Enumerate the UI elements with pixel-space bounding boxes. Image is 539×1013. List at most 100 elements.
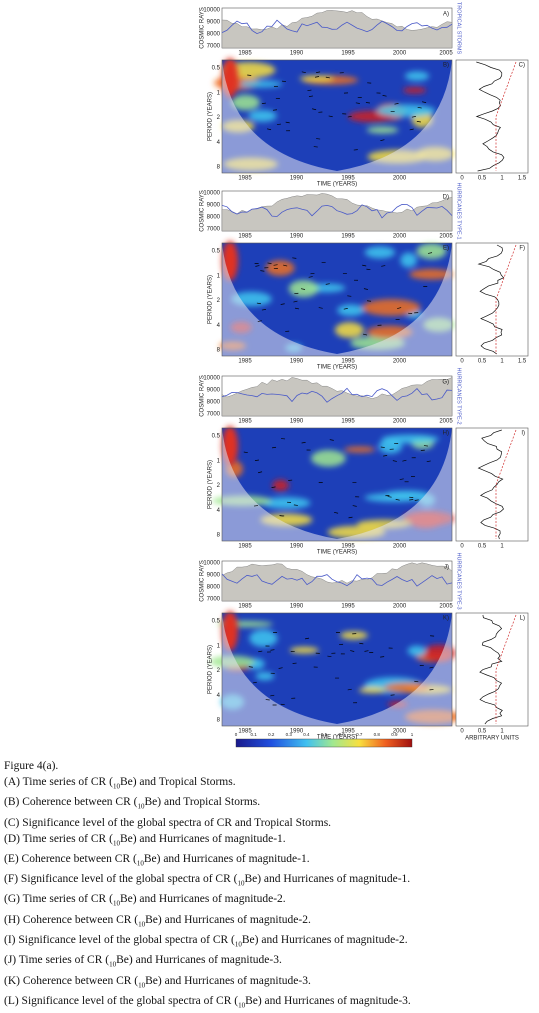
panel-label: D)	[443, 195, 449, 201]
x-tick-label: 2000	[393, 234, 407, 240]
coherence-blob	[379, 439, 403, 454]
caption-text: 10	[138, 981, 145, 989]
coherence-blob	[290, 647, 319, 654]
coherence-blob	[367, 127, 399, 134]
y-tick-label: 9000	[207, 573, 221, 579]
caption-text: Be) and Hurricanes of magnitude-3.	[116, 954, 282, 966]
panel-label: F)	[519, 246, 525, 252]
x-tick-label: 1985	[238, 359, 252, 365]
y-tick-label: 9000	[207, 203, 221, 209]
caption-line: (C) Significance level of the global spe…	[4, 815, 411, 831]
caption-line: (F) Significance level of the global spe…	[4, 871, 411, 891]
caption-line: (L) Significance level of the global spe…	[4, 993, 411, 1013]
caption-text: 10	[113, 900, 120, 908]
x-tick-label: 0	[460, 359, 464, 365]
y-tick-label: 8000	[207, 32, 221, 38]
x-tick-label: 2000	[393, 544, 407, 550]
caption-text: Be) and Hurricanes of magnitude-1.	[244, 873, 410, 885]
x-tick-label: 0	[460, 729, 464, 735]
y-tick-label: 8000	[207, 400, 221, 406]
caption-text: 10	[137, 859, 144, 867]
x-tick-label: 0.5	[478, 729, 487, 735]
caption-line: (I) Significance level of the global spe…	[4, 932, 411, 952]
colorbar-tick-label: 0.6	[338, 732, 345, 737]
caption-line: (G) Time series of CR (10Be) and Hurrica…	[4, 891, 411, 911]
caption-text: Be) and Hurricanes of magnitude-1.	[120, 833, 286, 845]
y-axis-label: COSMIC RAYS	[200, 7, 206, 49]
x-axis-label: TIME (YEARS)	[317, 182, 357, 188]
x-tick-label: 0.5	[478, 544, 487, 550]
caption-text: (F) Significance level of the global spe…	[4, 873, 237, 885]
caption-line: (K) Coherence between CR (10Be) and Hurr…	[4, 973, 411, 993]
y-tick-label: 9000	[207, 20, 221, 26]
y-tick-label: 0.5	[212, 66, 221, 72]
right-label: HURRICANES TYPE-1	[456, 182, 462, 239]
y-tick-label: 1	[217, 90, 221, 96]
y-tick-label: 4	[217, 693, 221, 699]
caption-line: (H) Coherence between CR (10Be) and Hurr…	[4, 912, 411, 932]
y-tick-label: 2	[217, 668, 221, 674]
panel-label: E)	[443, 246, 449, 252]
caption-text: Be) and Tropical Storms.	[120, 776, 236, 788]
caption: Figure 4(a). (A) Time series of CR (10Be…	[4, 758, 411, 1013]
caption-text: Be) and Hurricanes of magnitude-2.	[242, 934, 408, 946]
coherence-map	[210, 611, 461, 726]
colorbar-tick-label: 1	[411, 732, 414, 737]
y-axis-label: COSMIC RAYS	[200, 190, 206, 232]
x-tick-label: 1990	[290, 419, 304, 425]
coherence-blob	[417, 243, 447, 259]
caption-text: Be) and Tropical Storms.	[144, 796, 260, 808]
coherence-blob	[365, 246, 395, 258]
colorbar-tick-label: 0.7	[356, 732, 363, 737]
phase-arrow	[367, 301, 371, 302]
coherence-blob	[262, 497, 310, 509]
coherence-blob	[408, 646, 427, 656]
caption-text: (H) Coherence between CR (	[4, 914, 138, 926]
caption-text: (B) Coherence between CR (	[4, 796, 137, 808]
x-tick-label: 2000	[393, 419, 407, 425]
panel-label: J)	[444, 565, 449, 571]
coherence-blob	[272, 480, 289, 492]
spectrum-frame	[456, 613, 528, 726]
y-tick-label: 7000	[207, 412, 221, 418]
coherence-blob	[300, 76, 334, 82]
coherence-map	[219, 241, 454, 356]
caption-line: (J) Time series of CR (10Be) and Hurrica…	[4, 952, 411, 972]
panel-label: H)	[443, 431, 449, 437]
y-tick-label: 0.5	[212, 619, 221, 625]
panel-label: B)	[443, 63, 449, 69]
spectrum-frame	[456, 60, 528, 173]
x-tick-label: 2005	[439, 234, 453, 240]
y-tick-label: 4	[217, 140, 221, 146]
x-tick-label: 0.5	[478, 359, 487, 365]
colorbar-tick-label: 0.1	[250, 732, 257, 737]
right-label: HURRICANES TYPE-2	[456, 367, 462, 424]
y-tick-label: 8	[217, 533, 221, 539]
coherence-blob	[337, 304, 364, 316]
x-tick-label: 1985	[238, 544, 252, 550]
y-axis-label: PERIOD (YEARS)	[208, 275, 214, 324]
x-tick-label: 1	[500, 544, 504, 550]
y-axis-label: PERIOD (YEARS)	[208, 92, 214, 141]
caption-text: (K) Coherence between CR (	[4, 975, 138, 987]
caption-text: (E) Coherence between CR (	[4, 853, 137, 865]
x-tick-label: 1.5	[518, 359, 527, 365]
right-label: HURRICANES TYPE-3	[456, 552, 462, 609]
x-tick-label: 1985	[238, 234, 252, 240]
coherence-blob	[400, 253, 417, 268]
x-axis-label: TIME (YEARS)	[317, 550, 357, 556]
y-tick-label: 10000	[203, 191, 220, 197]
coherence-blob	[405, 71, 429, 81]
coherence-blob	[266, 260, 295, 276]
panel-label: K)	[443, 616, 449, 622]
x-axis-label: TIME (YEARS)	[317, 365, 357, 371]
y-axis-label: PERIOD (YEARS)	[208, 460, 214, 509]
x-tick-label: 1995	[341, 419, 355, 425]
y-tick-label: 2	[217, 298, 221, 304]
x-tick-label: 2000	[393, 359, 407, 365]
y-tick-label: 4	[217, 323, 221, 329]
y-axis-label: COSMIC RAYS	[200, 560, 206, 602]
x-tick-label: 1990	[290, 234, 304, 240]
y-axis-label: COSMIC RAYS	[200, 375, 206, 417]
